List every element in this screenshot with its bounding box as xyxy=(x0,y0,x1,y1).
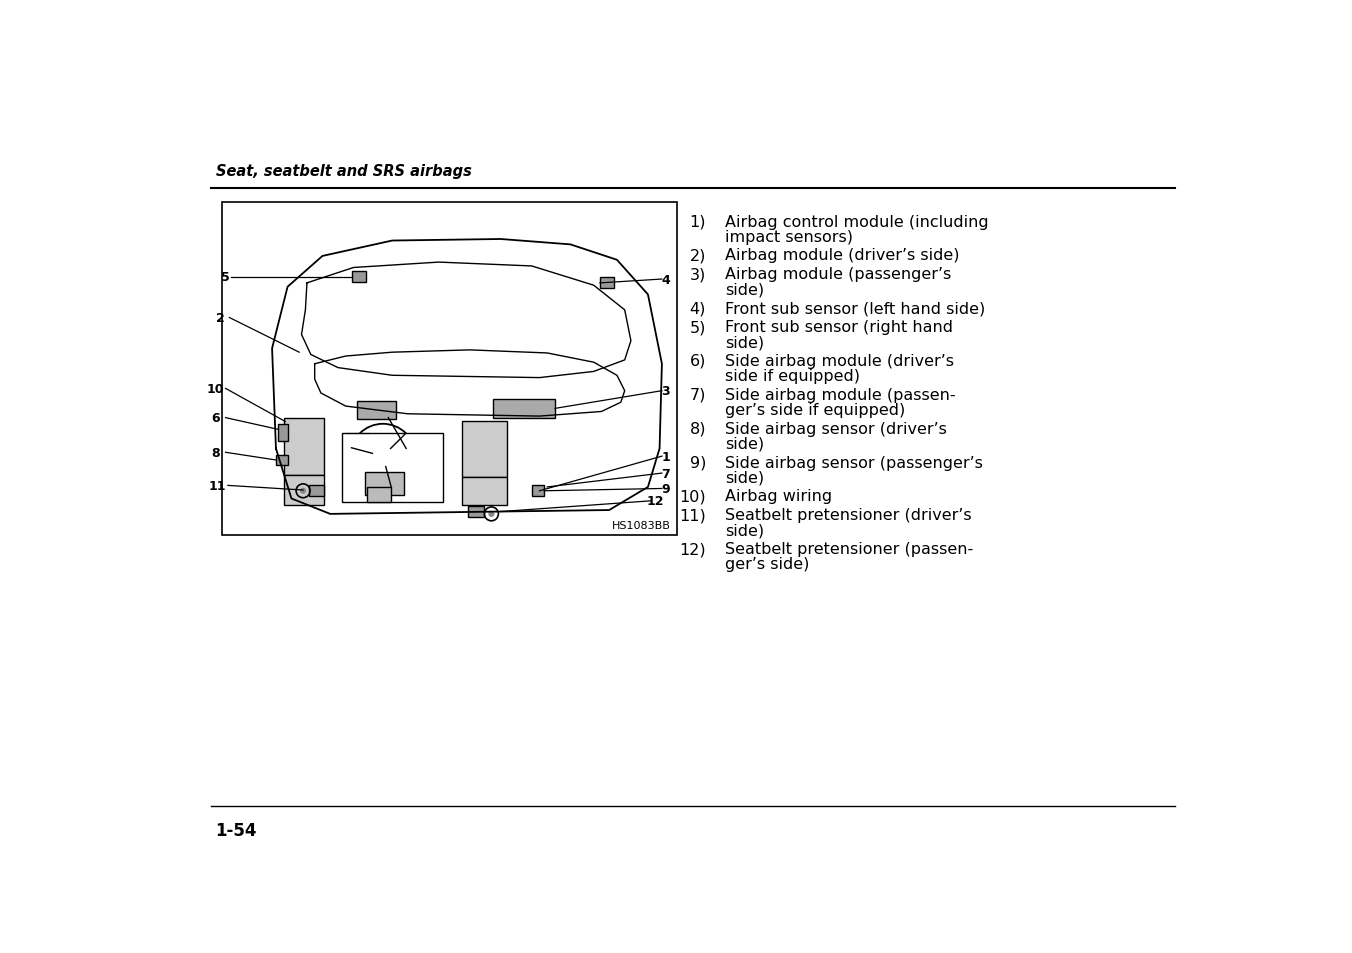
Bar xyxy=(468,507,484,517)
Text: 9: 9 xyxy=(661,482,671,496)
Text: 11: 11 xyxy=(208,479,226,493)
Text: 7: 7 xyxy=(661,467,671,480)
Text: impact sensors): impact sensors) xyxy=(726,230,853,244)
Bar xyxy=(284,476,324,505)
Bar xyxy=(462,477,507,505)
Text: 1: 1 xyxy=(661,450,671,463)
Text: 1): 1) xyxy=(690,214,706,230)
Text: 4): 4) xyxy=(690,301,706,315)
Text: 3: 3 xyxy=(661,385,671,397)
Text: side): side) xyxy=(726,335,765,350)
Circle shape xyxy=(300,488,306,495)
Bar xyxy=(462,422,507,477)
Text: 11): 11) xyxy=(679,508,706,523)
Bar xyxy=(277,424,288,441)
Bar xyxy=(493,399,554,418)
Text: Side airbag module (passen-: Side airbag module (passen- xyxy=(726,388,956,402)
Bar xyxy=(600,278,614,289)
Text: side): side) xyxy=(726,470,765,485)
Text: 1-54: 1-54 xyxy=(215,821,257,839)
Text: side): side) xyxy=(726,282,765,297)
Bar xyxy=(284,418,324,476)
Bar xyxy=(365,472,404,496)
Text: 2): 2) xyxy=(690,248,706,263)
Text: Front sub sensor (left hand side): Front sub sensor (left hand side) xyxy=(726,301,986,315)
Text: Seatbelt pretensioner (passen-: Seatbelt pretensioner (passen- xyxy=(726,541,973,557)
Text: 8: 8 xyxy=(211,446,220,459)
Text: HS1083BB: HS1083BB xyxy=(612,520,671,531)
Text: Airbag module (passenger’s: Airbag module (passenger’s xyxy=(726,267,952,282)
Text: 10: 10 xyxy=(207,382,224,395)
Text: side): side) xyxy=(726,523,765,537)
Bar xyxy=(368,487,391,503)
Circle shape xyxy=(488,511,495,517)
Text: 12: 12 xyxy=(648,495,664,508)
Text: 5: 5 xyxy=(222,271,230,284)
Text: Airbag wiring: Airbag wiring xyxy=(726,489,833,504)
Text: 3): 3) xyxy=(690,267,706,282)
Text: 12): 12) xyxy=(680,541,706,557)
Text: 7): 7) xyxy=(690,388,706,402)
Bar xyxy=(276,456,288,466)
Bar xyxy=(308,486,324,497)
Text: 6: 6 xyxy=(211,412,220,425)
Bar xyxy=(222,203,677,535)
Text: Front sub sensor (right hand: Front sub sensor (right hand xyxy=(726,320,953,335)
Text: Side airbag module (driver’s: Side airbag module (driver’s xyxy=(726,354,955,369)
Text: side): side) xyxy=(726,436,765,452)
Text: 2: 2 xyxy=(216,312,224,325)
Text: Seat, seatbelt and SRS airbags: Seat, seatbelt and SRS airbags xyxy=(215,164,472,179)
Text: 6): 6) xyxy=(690,354,706,369)
Text: Seatbelt pretensioner (driver’s: Seatbelt pretensioner (driver’s xyxy=(726,508,972,523)
Text: 8): 8) xyxy=(690,421,706,436)
Text: Airbag control module (including: Airbag control module (including xyxy=(726,214,990,230)
Text: Side airbag sensor (passenger’s: Side airbag sensor (passenger’s xyxy=(726,456,983,470)
Bar xyxy=(357,401,396,419)
Bar xyxy=(352,272,366,283)
Text: 9): 9) xyxy=(690,456,706,470)
Text: 5): 5) xyxy=(690,320,706,335)
Text: 10): 10) xyxy=(680,489,706,504)
Bar xyxy=(531,486,544,497)
Text: 4: 4 xyxy=(661,274,671,286)
Bar xyxy=(342,434,442,503)
Text: Side airbag sensor (driver’s: Side airbag sensor (driver’s xyxy=(726,421,948,436)
Text: side if equipped): side if equipped) xyxy=(726,369,860,383)
Text: ger’s side if equipped): ger’s side if equipped) xyxy=(726,402,906,417)
Text: Airbag module (driver’s side): Airbag module (driver’s side) xyxy=(726,248,960,263)
Text: ger’s side): ger’s side) xyxy=(726,557,810,572)
